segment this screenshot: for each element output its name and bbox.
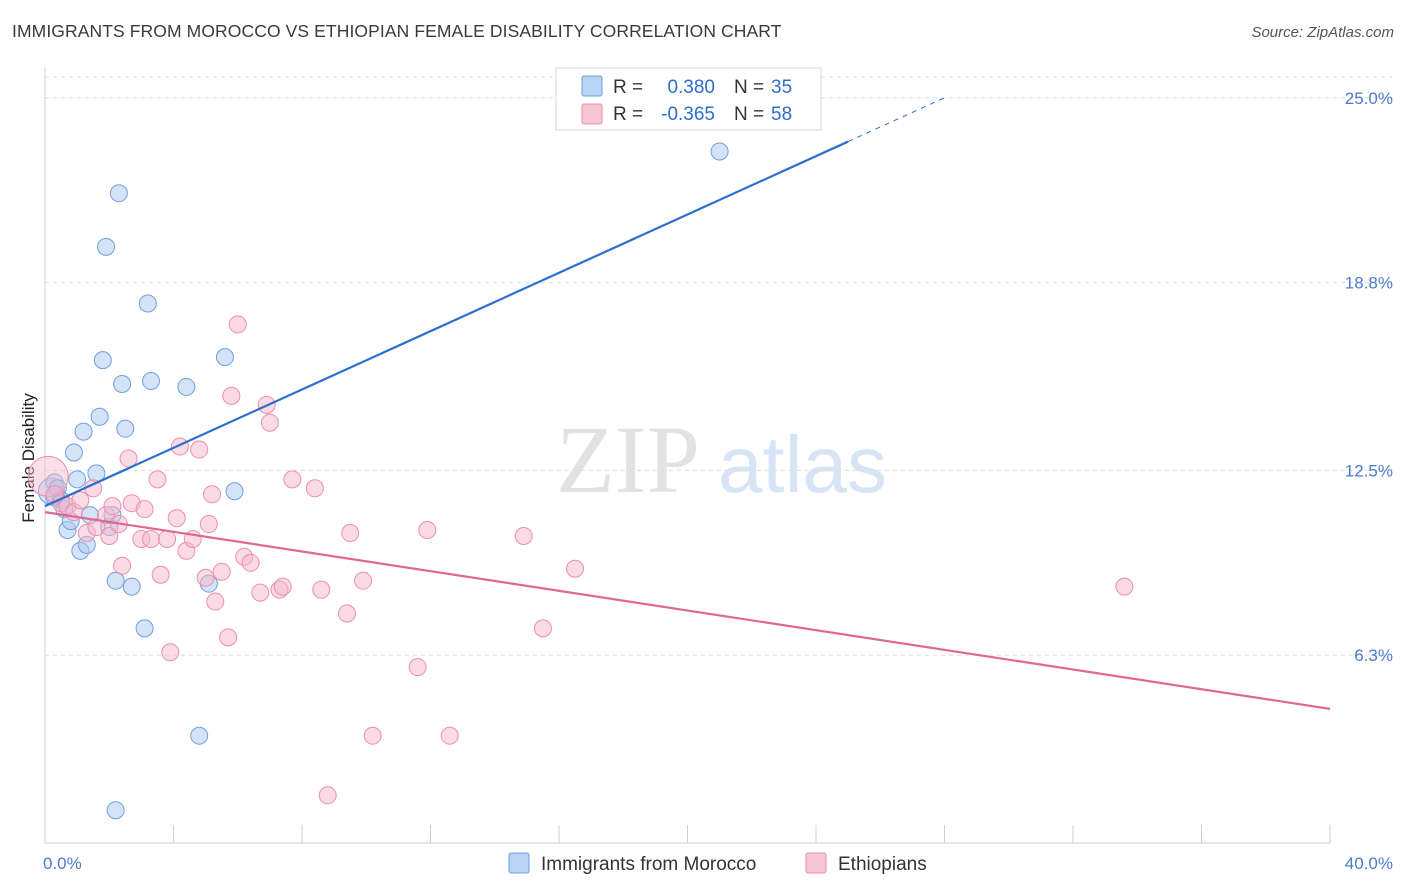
morocco-point	[122, 577, 141, 596]
series-ethiopians-points	[27, 315, 1134, 805]
morocco-point	[97, 237, 116, 256]
ethiopians-point	[305, 479, 324, 498]
y-tick-label: 18.8%	[1345, 274, 1393, 293]
legend-swatch-morocco	[581, 75, 603, 97]
ethiopians-point	[161, 643, 180, 662]
legend-r-label-morocco: R =	[613, 77, 643, 98]
legend-r-label-ethiopians: R =	[613, 104, 643, 125]
ethiopians-point	[167, 509, 186, 528]
ethiopians-point	[87, 518, 106, 537]
morocco-trend-line	[44, 140, 849, 508]
watermark-zip: ZIP	[556, 406, 700, 513]
x-tick-label-max: 40.0%	[1345, 854, 1393, 873]
y-axis-label: Female Disability	[19, 393, 38, 523]
y-tick-labels: 6.3% 12.5% 18.8% 25.0%	[1345, 89, 1393, 665]
ethiopians-point	[103, 497, 122, 516]
ethiopians-point	[100, 526, 119, 545]
ethiopians-point	[113, 556, 132, 575]
morocco-point	[106, 801, 125, 820]
ethiopians-point	[418, 521, 437, 540]
ethiopians-point	[363, 726, 382, 745]
ethiopians-point	[354, 571, 373, 590]
bottom-legend-swatch-ethiopians	[805, 852, 827, 874]
ethiopians-point	[151, 565, 170, 584]
ethiopians-point	[71, 491, 90, 510]
ethiopians-point	[148, 470, 167, 489]
ethiopians-point	[158, 529, 177, 548]
morocco-trend-extension	[847, 97, 945, 143]
bottom-legend-label-morocco: Immigrants from Morocco	[541, 854, 756, 875]
stats-legend: R = 0.380 N = 35 R = -0.365 N = 58	[555, 67, 822, 131]
morocco-point	[90, 407, 109, 426]
morocco-point	[74, 422, 93, 441]
ethiopians-point	[142, 529, 161, 548]
ethiopians-point	[318, 786, 337, 805]
ethiopians-point	[341, 524, 360, 542]
morocco-point	[106, 571, 125, 590]
trend-lines	[44, 97, 1331, 710]
legend-r-value-morocco: 0.380	[667, 77, 715, 98]
ethiopians-point	[222, 386, 241, 405]
y-tick-label: 25.0%	[1345, 89, 1393, 108]
ethiopians-point	[199, 515, 218, 534]
morocco-point	[135, 619, 154, 638]
ethiopians-point	[228, 315, 247, 334]
legend-n-value-ethiopians: 58	[771, 104, 792, 125]
y-tick-label: 12.5%	[1345, 461, 1393, 480]
bottom-legend-label-ethiopians: Ethiopians	[838, 854, 927, 875]
morocco-point	[710, 142, 729, 161]
ethiopians-point	[337, 604, 356, 623]
ethiopians-point	[212, 562, 231, 581]
ethiopians-point	[440, 726, 459, 745]
morocco-point	[225, 482, 244, 501]
ethiopians-point	[251, 583, 270, 602]
legend-r-value-ethiopians: -0.365	[661, 104, 715, 125]
ethiopians-point	[408, 658, 427, 677]
axes	[44, 68, 1331, 844]
legend-n-value-morocco: 35	[771, 77, 792, 98]
morocco-point	[109, 184, 128, 203]
ethiopians-point	[260, 413, 279, 432]
legend-n-label-ethiopians: N =	[734, 104, 764, 125]
ethiopians-point	[566, 559, 585, 578]
morocco-point	[138, 294, 157, 313]
legend-swatch-ethiopians	[581, 103, 603, 125]
ethiopians-point	[241, 553, 260, 572]
ethiopians-trend-line	[44, 511, 1331, 710]
ethiopians-point	[219, 628, 238, 647]
morocco-point	[113, 374, 132, 393]
ethiopians-point	[1115, 577, 1134, 596]
y-tick-label: 6.3%	[1354, 646, 1393, 665]
ethiopians-point	[283, 470, 302, 489]
ethiopians-point	[135, 500, 154, 519]
morocco-point	[215, 348, 234, 367]
bottom-legend-swatch-morocco	[508, 852, 530, 874]
series-legend: Immigrants from Morocco Ethiopians	[508, 852, 927, 875]
morocco-point	[68, 470, 87, 489]
watermark-atlas: atlas	[718, 420, 887, 509]
ethiopians-point	[206, 592, 225, 611]
morocco-point	[64, 443, 83, 462]
morocco-point	[116, 419, 135, 438]
ethiopians-point	[533, 619, 552, 638]
ethiopians-point	[514, 526, 533, 545]
morocco-point	[190, 726, 209, 745]
legend-n-label-morocco: N =	[734, 77, 764, 98]
x-tick-label-min: 0.0%	[43, 854, 82, 873]
morocco-point	[93, 351, 112, 370]
ethiopians-point	[203, 485, 222, 504]
ethiopians-point	[312, 580, 331, 599]
ethiopians-point	[196, 568, 215, 587]
morocco-point	[142, 371, 161, 390]
x-tick-labels: 0.0% 40.0%	[43, 854, 1393, 873]
ethiopians-point	[190, 440, 209, 459]
chart-title: IMMIGRANTS FROM MOROCCO VS ETHIOPIAN FEM…	[12, 21, 782, 41]
ethiopians-point	[273, 577, 292, 596]
source-label: Source: ZipAtlas.com	[1251, 24, 1394, 41]
morocco-point	[177, 377, 196, 396]
ethiopians-point	[119, 449, 138, 468]
